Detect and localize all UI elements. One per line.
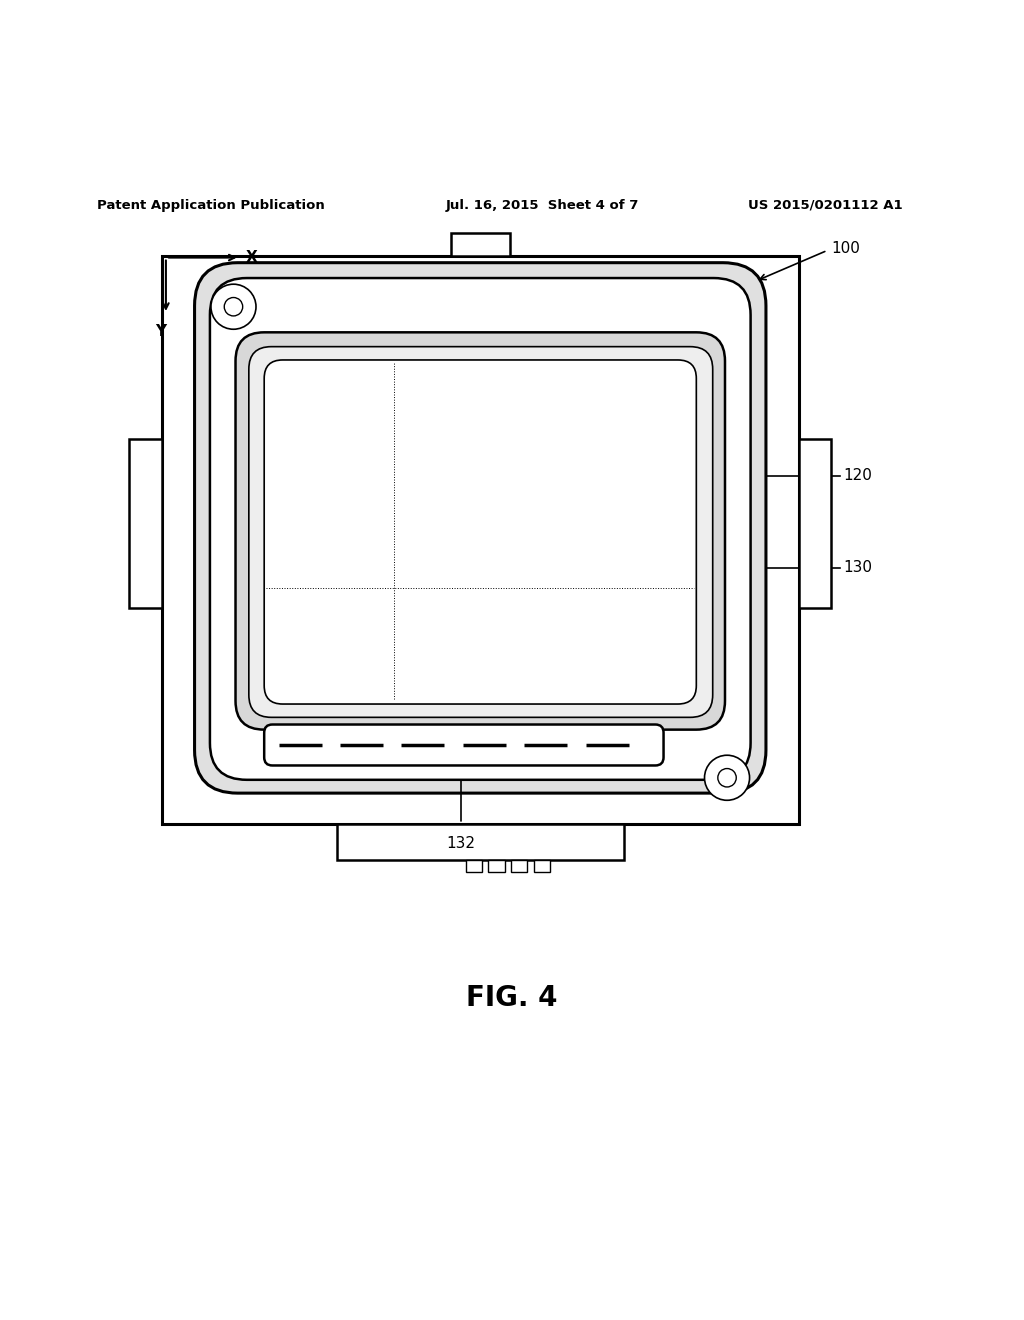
Text: 130: 130: [844, 560, 872, 576]
Text: Jul. 16, 2015  Sheet 4 of 7: Jul. 16, 2015 Sheet 4 of 7: [445, 199, 639, 211]
Text: X: X: [246, 249, 257, 265]
Circle shape: [211, 284, 256, 329]
FancyBboxPatch shape: [210, 279, 751, 780]
Bar: [511, 859, 527, 873]
Text: 100: 100: [831, 240, 860, 256]
Text: Patent Application Publication: Patent Application Publication: [97, 199, 325, 211]
FancyBboxPatch shape: [264, 725, 664, 766]
Text: 132: 132: [446, 836, 475, 851]
Text: Y: Y: [156, 325, 166, 339]
Bar: [534, 859, 550, 873]
Bar: [451, 234, 510, 256]
Bar: [488, 859, 505, 873]
Text: 120: 120: [844, 469, 872, 483]
FancyBboxPatch shape: [264, 360, 696, 704]
Circle shape: [705, 755, 750, 800]
FancyBboxPatch shape: [249, 347, 713, 717]
Circle shape: [718, 768, 736, 787]
Bar: [799, 440, 831, 609]
Text: L4: L4: [413, 513, 431, 528]
Circle shape: [224, 297, 243, 315]
Bar: [466, 859, 482, 873]
Bar: [162, 256, 799, 824]
Text: FIG. 4: FIG. 4: [466, 983, 558, 1012]
Bar: [337, 824, 624, 859]
Bar: [129, 440, 162, 609]
Text: L3: L3: [503, 554, 521, 570]
FancyBboxPatch shape: [236, 333, 725, 730]
FancyBboxPatch shape: [195, 263, 766, 793]
Text: US 2015/0201112 A1: US 2015/0201112 A1: [748, 199, 902, 211]
